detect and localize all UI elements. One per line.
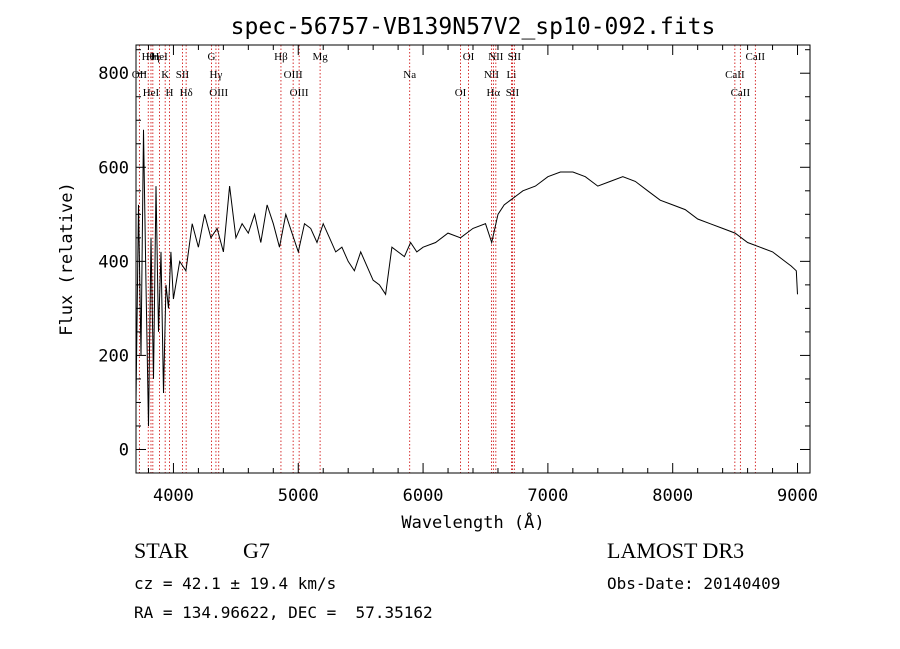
line-marker-label: Hγ (210, 69, 223, 81)
object-class: STAR (134, 538, 189, 563)
line-marker-label: HeI (151, 51, 168, 63)
plot-frame (135, 44, 811, 474)
line-marker-label: SII (176, 69, 190, 81)
line-marker-label: CaII (746, 51, 766, 63)
line-marker-label: Hθ (142, 51, 155, 63)
line-marker-label: CaII (725, 69, 745, 81)
line-marker-label: K (161, 69, 169, 81)
line-marker-label: Hα (486, 87, 500, 99)
line-marker-label: OIII (284, 69, 303, 81)
y-axis-label: Flux (relative) (57, 182, 77, 336)
line-marker-label: OII (132, 69, 148, 81)
line-marker-label: Hδ (180, 87, 193, 99)
coordinates: RA = 134.96622, DEC = 57.35162 (134, 603, 433, 622)
y-tick-label: 200 (98, 346, 129, 366)
line-marker-label: NII (488, 51, 504, 63)
line-marker-label: NII (484, 69, 500, 81)
line-marker-label: Na (403, 69, 416, 81)
line-marker-label: HeI (143, 87, 160, 99)
spectral-subclass: G7 (243, 538, 270, 563)
x-tick-label: 7000 (527, 486, 568, 506)
y-tick-label: 0 (119, 440, 129, 460)
y-tick-label: 600 (98, 158, 129, 178)
line-marker-label: SII (508, 51, 522, 63)
line-marker-label: Hη (146, 51, 160, 63)
line-marker-label: Mg (312, 51, 328, 63)
line-marker-label: OIII (209, 87, 228, 99)
line-marker-label: CaII (731, 87, 751, 99)
y-tick-label: 800 (98, 64, 129, 84)
x-axis-label: Wavelength (Å) (401, 511, 544, 533)
spectrum-line (135, 129, 798, 427)
line-marker-label: OIII (290, 87, 309, 99)
line-marker-label: Hβ (274, 51, 288, 63)
x-tick-label: 4000 (153, 486, 194, 506)
x-tick-label: 8000 (652, 486, 693, 506)
y-tick-label: 400 (98, 252, 129, 272)
line-marker-label: G (207, 51, 215, 63)
x-tick-label: 6000 (403, 486, 444, 506)
line-marker-label: SII (506, 87, 520, 99)
observation-date: Obs-Date: 20140409 (607, 574, 781, 593)
line-marker-label: H (166, 87, 174, 99)
line-marker-label: OI (463, 51, 475, 63)
chart-title: spec-56757-VB139N57V2_sp10-092.fits (231, 14, 716, 40)
redshift-velocity: cz = 42.1 ± 19.4 km/s (134, 574, 337, 593)
x-tick-label: 9000 (777, 486, 818, 506)
line-marker-label: Li (507, 69, 517, 81)
line-marker-label: OI (455, 87, 467, 99)
survey-name: LAMOST DR3 (607, 538, 745, 563)
x-tick-label: 5000 (278, 486, 319, 506)
